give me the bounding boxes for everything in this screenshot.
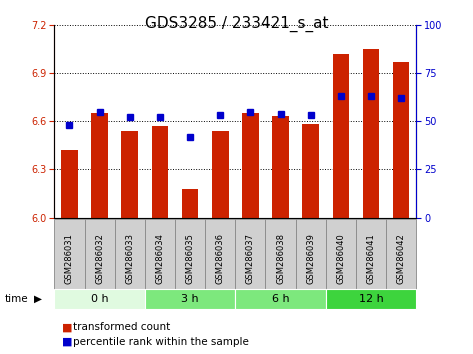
- Text: transformed count: transformed count: [73, 322, 171, 332]
- Text: GSM286039: GSM286039: [306, 234, 315, 284]
- Text: ■: ■: [61, 337, 72, 347]
- Bar: [363, 49, 379, 218]
- Text: ▶: ▶: [34, 293, 42, 304]
- Text: GSM286041: GSM286041: [367, 234, 376, 284]
- Text: 12 h: 12 h: [359, 293, 384, 304]
- Bar: [54, 219, 85, 289]
- Bar: [212, 131, 228, 218]
- Bar: [205, 219, 235, 289]
- Bar: [85, 219, 114, 289]
- Text: ■: ■: [61, 322, 72, 332]
- Text: GSM286038: GSM286038: [276, 233, 285, 284]
- Bar: [326, 289, 416, 309]
- Text: 0 h: 0 h: [91, 293, 108, 304]
- Text: GSM286033: GSM286033: [125, 233, 134, 284]
- Text: GDS3285 / 233421_s_at: GDS3285 / 233421_s_at: [145, 16, 328, 32]
- Bar: [54, 289, 145, 309]
- Bar: [61, 150, 78, 218]
- Text: percentile rank within the sample: percentile rank within the sample: [73, 337, 249, 347]
- Bar: [356, 219, 386, 289]
- Bar: [145, 289, 235, 309]
- Text: 6 h: 6 h: [272, 293, 289, 304]
- Text: 3 h: 3 h: [181, 293, 199, 304]
- Text: GSM286032: GSM286032: [95, 234, 104, 284]
- Bar: [91, 113, 108, 218]
- Bar: [296, 219, 326, 289]
- Text: time: time: [5, 293, 28, 304]
- Bar: [393, 62, 410, 218]
- Bar: [175, 219, 205, 289]
- Bar: [302, 125, 319, 218]
- Bar: [114, 219, 145, 289]
- Text: GSM286035: GSM286035: [185, 234, 194, 284]
- Text: GSM286037: GSM286037: [246, 233, 255, 284]
- Bar: [265, 219, 296, 289]
- Bar: [333, 54, 349, 218]
- Text: GSM286040: GSM286040: [336, 234, 345, 284]
- Text: GSM286031: GSM286031: [65, 234, 74, 284]
- Bar: [182, 189, 198, 218]
- Text: GSM286034: GSM286034: [156, 234, 165, 284]
- Bar: [272, 116, 289, 218]
- Bar: [122, 131, 138, 218]
- Bar: [145, 219, 175, 289]
- Bar: [152, 126, 168, 218]
- Bar: [326, 219, 356, 289]
- Text: GSM286036: GSM286036: [216, 233, 225, 284]
- Bar: [235, 289, 326, 309]
- Bar: [386, 219, 416, 289]
- Text: GSM286042: GSM286042: [397, 234, 406, 284]
- Bar: [235, 219, 265, 289]
- Bar: [242, 113, 259, 218]
